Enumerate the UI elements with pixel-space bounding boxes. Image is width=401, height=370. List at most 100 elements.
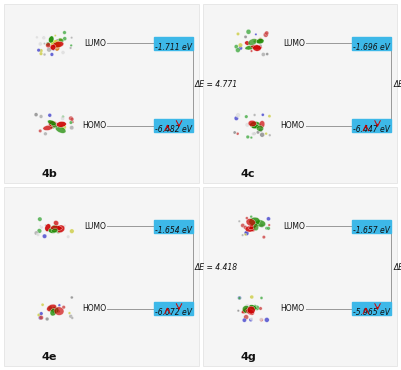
Ellipse shape — [256, 131, 259, 134]
Ellipse shape — [61, 117, 65, 121]
Ellipse shape — [267, 226, 270, 230]
Ellipse shape — [55, 44, 60, 51]
Ellipse shape — [259, 317, 263, 321]
Ellipse shape — [47, 47, 51, 52]
Ellipse shape — [50, 44, 56, 50]
Ellipse shape — [251, 132, 255, 135]
Ellipse shape — [45, 317, 49, 321]
Ellipse shape — [264, 317, 269, 322]
Ellipse shape — [37, 313, 41, 317]
Ellipse shape — [47, 304, 57, 312]
Ellipse shape — [244, 314, 249, 320]
FancyBboxPatch shape — [352, 119, 391, 132]
Text: LUMO: LUMO — [283, 39, 305, 48]
Ellipse shape — [51, 225, 58, 230]
Ellipse shape — [259, 307, 262, 310]
Ellipse shape — [39, 115, 43, 118]
Ellipse shape — [62, 306, 65, 309]
Ellipse shape — [244, 233, 247, 236]
Text: -1.654 eV: -1.654 eV — [155, 226, 192, 235]
Ellipse shape — [235, 48, 240, 53]
Text: 4b: 4b — [42, 169, 57, 179]
Ellipse shape — [242, 318, 247, 322]
Ellipse shape — [266, 53, 269, 55]
Ellipse shape — [244, 231, 249, 236]
Ellipse shape — [55, 126, 66, 133]
Text: HOMO: HOMO — [82, 121, 106, 130]
Ellipse shape — [71, 317, 74, 319]
Ellipse shape — [49, 123, 55, 129]
Ellipse shape — [238, 297, 241, 300]
Ellipse shape — [267, 217, 270, 221]
Ellipse shape — [234, 116, 239, 121]
Ellipse shape — [241, 223, 245, 228]
Ellipse shape — [258, 37, 263, 42]
Ellipse shape — [45, 224, 51, 231]
Ellipse shape — [236, 32, 240, 36]
Ellipse shape — [249, 318, 253, 322]
FancyBboxPatch shape — [203, 4, 397, 183]
Ellipse shape — [49, 46, 53, 50]
Ellipse shape — [250, 295, 254, 299]
Ellipse shape — [71, 296, 73, 299]
Ellipse shape — [262, 235, 265, 239]
Ellipse shape — [36, 233, 40, 236]
Ellipse shape — [48, 120, 56, 125]
Ellipse shape — [69, 47, 72, 49]
Ellipse shape — [41, 303, 44, 306]
Ellipse shape — [69, 116, 73, 121]
Ellipse shape — [238, 43, 243, 47]
Ellipse shape — [260, 224, 264, 228]
FancyBboxPatch shape — [154, 220, 192, 233]
Ellipse shape — [68, 312, 71, 314]
Ellipse shape — [251, 45, 262, 49]
Ellipse shape — [253, 114, 256, 116]
Ellipse shape — [70, 229, 74, 233]
Ellipse shape — [259, 44, 262, 48]
Text: LUMO: LUMO — [283, 222, 305, 231]
Text: -1.696 eV: -1.696 eV — [353, 43, 390, 52]
Ellipse shape — [245, 217, 248, 219]
Ellipse shape — [72, 121, 74, 123]
Ellipse shape — [60, 124, 64, 128]
Text: HOMO: HOMO — [281, 304, 305, 313]
Ellipse shape — [38, 217, 42, 221]
Ellipse shape — [55, 39, 60, 43]
Ellipse shape — [250, 121, 261, 129]
Ellipse shape — [56, 229, 61, 233]
Ellipse shape — [242, 306, 251, 313]
Ellipse shape — [51, 40, 61, 48]
FancyBboxPatch shape — [154, 302, 192, 316]
Ellipse shape — [46, 229, 49, 232]
Ellipse shape — [51, 307, 59, 313]
Ellipse shape — [46, 43, 51, 48]
Ellipse shape — [238, 220, 241, 222]
Ellipse shape — [58, 304, 61, 307]
Ellipse shape — [244, 35, 247, 38]
Ellipse shape — [53, 221, 59, 225]
Text: ΔE = 4.771: ΔE = 4.771 — [194, 80, 238, 89]
Ellipse shape — [248, 38, 257, 45]
Ellipse shape — [249, 217, 260, 226]
Ellipse shape — [43, 53, 46, 56]
FancyBboxPatch shape — [352, 220, 391, 233]
FancyBboxPatch shape — [203, 187, 397, 366]
Ellipse shape — [256, 38, 264, 44]
Ellipse shape — [249, 223, 257, 229]
Ellipse shape — [257, 40, 260, 43]
Text: -6.447 eV: -6.447 eV — [353, 125, 390, 134]
Ellipse shape — [245, 46, 255, 50]
Ellipse shape — [261, 113, 264, 116]
Ellipse shape — [49, 36, 54, 43]
FancyBboxPatch shape — [4, 4, 198, 183]
Ellipse shape — [69, 121, 73, 124]
Ellipse shape — [259, 318, 263, 322]
Ellipse shape — [39, 225, 41, 227]
Ellipse shape — [70, 117, 74, 121]
Ellipse shape — [260, 132, 265, 137]
Text: LUMO: LUMO — [84, 39, 106, 48]
Ellipse shape — [69, 125, 74, 130]
Ellipse shape — [245, 41, 250, 45]
Text: 4g: 4g — [240, 352, 256, 362]
Ellipse shape — [246, 219, 255, 226]
